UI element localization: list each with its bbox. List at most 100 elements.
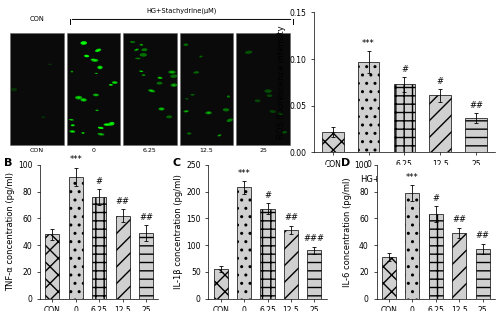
Ellipse shape [80,41,87,45]
Bar [284,230,298,299]
Ellipse shape [11,88,17,91]
Ellipse shape [80,98,87,101]
Text: D: D [341,158,350,168]
Ellipse shape [75,96,82,100]
Text: ##: ## [452,215,466,224]
Ellipse shape [134,49,139,51]
Bar [214,269,228,299]
Ellipse shape [190,94,194,95]
Text: ##: ## [116,197,130,206]
Ellipse shape [206,111,212,114]
Text: 12.5: 12.5 [200,148,213,153]
Text: 25: 25 [259,148,267,153]
Bar [10,34,64,145]
Ellipse shape [96,109,99,111]
Ellipse shape [135,58,140,59]
Ellipse shape [166,115,172,118]
Ellipse shape [77,97,80,98]
Ellipse shape [130,41,135,43]
Ellipse shape [106,124,108,125]
Ellipse shape [108,122,114,126]
Ellipse shape [160,108,162,109]
Ellipse shape [82,42,85,44]
Ellipse shape [140,44,143,46]
Ellipse shape [114,82,116,83]
Ellipse shape [218,134,222,137]
Ellipse shape [96,110,98,111]
Ellipse shape [158,77,162,79]
Ellipse shape [98,127,103,129]
Ellipse shape [109,84,113,86]
Ellipse shape [82,99,85,100]
Ellipse shape [72,131,74,132]
Ellipse shape [84,55,89,57]
Ellipse shape [94,73,98,74]
Ellipse shape [92,59,94,60]
Ellipse shape [270,110,276,113]
Bar [116,216,130,299]
Y-axis label: TNF-α concentration (pg/ml): TNF-α concentration (pg/ml) [6,172,15,291]
Bar [92,197,106,299]
Text: ROS: ROS [0,74,1,91]
Ellipse shape [184,44,188,46]
Ellipse shape [150,90,153,91]
Text: CON: CON [30,148,44,153]
Ellipse shape [245,51,252,54]
Ellipse shape [82,132,84,134]
Ellipse shape [70,119,72,120]
Bar [308,250,322,299]
Ellipse shape [48,64,52,65]
Text: CON: CON [30,16,44,22]
Ellipse shape [170,83,177,87]
Text: ##: ## [139,213,153,222]
Text: B: B [4,158,13,168]
Ellipse shape [96,73,97,74]
Bar [466,118,487,152]
Text: #: # [436,77,444,86]
Bar [236,34,290,145]
Ellipse shape [208,112,210,114]
Text: A: A [0,0,2,2]
Text: C: C [172,158,181,168]
Bar [139,233,153,299]
Ellipse shape [71,124,74,126]
Text: #: # [432,194,440,203]
Ellipse shape [168,71,175,74]
Ellipse shape [94,60,96,61]
Ellipse shape [90,58,95,60]
Bar [66,34,120,145]
Ellipse shape [112,81,117,84]
Ellipse shape [97,50,100,51]
Ellipse shape [278,112,283,115]
Ellipse shape [170,74,177,78]
Y-axis label: IL-6 concentration (pg/ml): IL-6 concentration (pg/ml) [342,177,351,286]
Ellipse shape [170,72,173,73]
Ellipse shape [110,123,112,124]
Ellipse shape [140,53,147,57]
Bar [69,177,83,299]
Ellipse shape [70,71,74,72]
Bar [452,233,466,299]
Bar [180,34,234,145]
Ellipse shape [82,132,84,133]
Bar [237,187,251,299]
Ellipse shape [226,118,233,122]
Bar [430,95,451,152]
Ellipse shape [142,74,146,76]
Ellipse shape [104,123,110,126]
Ellipse shape [95,49,101,52]
X-axis label: HG+Stachydrine(μM): HG+Stachydrine(μM) [360,174,449,183]
Text: ##: ## [284,213,298,222]
Ellipse shape [98,133,104,136]
Text: ***: *** [406,173,418,182]
Ellipse shape [223,108,230,111]
Ellipse shape [98,66,102,69]
Bar [428,214,443,299]
Ellipse shape [158,107,164,110]
Ellipse shape [187,132,192,135]
Ellipse shape [86,56,87,57]
Text: ***: *** [70,155,82,164]
Bar [123,34,177,145]
Ellipse shape [194,71,199,74]
Y-axis label: IL-1β concentration (pg/ml): IL-1β concentration (pg/ml) [174,174,184,289]
